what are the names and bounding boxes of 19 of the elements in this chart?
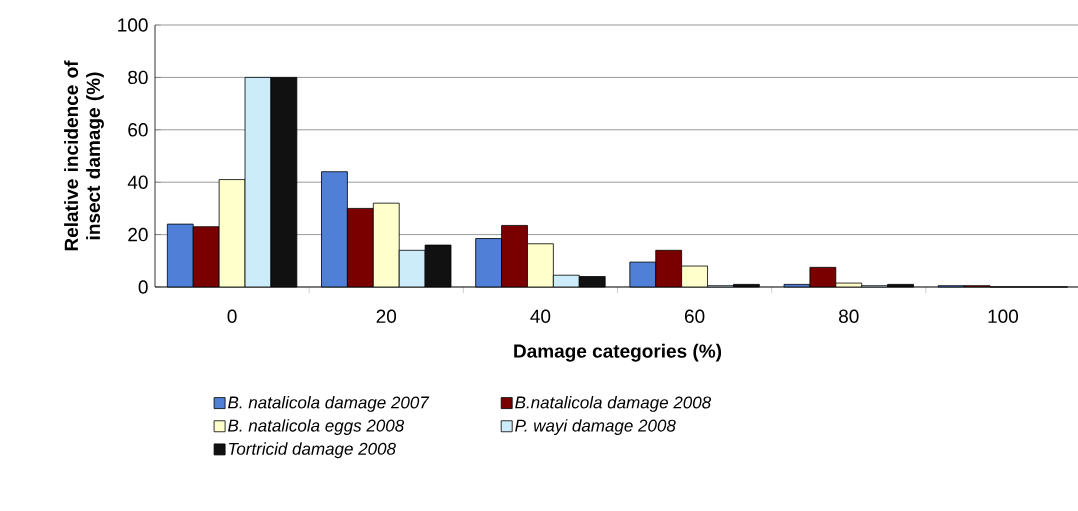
y-tick-label: 80 xyxy=(128,70,148,85)
y-tick-label: 20 xyxy=(128,227,148,242)
x-tick-label: 60 xyxy=(684,309,705,323)
x-axis-title: Damage categories (%) xyxy=(514,343,722,362)
y-tick-label: 60 xyxy=(128,123,148,137)
x-tick-label: 0 xyxy=(227,309,237,323)
x-tick-label: 80 xyxy=(839,309,859,323)
legend-label: B. natalicola eggs 2008 xyxy=(228,419,405,436)
y-tick-label: 40 xyxy=(127,175,148,189)
x-tick-label: 20 xyxy=(376,309,397,323)
y-tick-label: 0 xyxy=(138,280,148,294)
y-axis-title: Relative incidence of insect damage (%) xyxy=(64,60,104,251)
legend-label: B.natalicola damage 2008 xyxy=(515,396,712,412)
x-tick-label: 100 xyxy=(988,309,1019,323)
legend-label: Tortricid damage 2008 xyxy=(229,442,396,459)
y-tick-label: 100 xyxy=(118,18,148,32)
legend-label: B. natalicola damage 2007 xyxy=(228,396,430,412)
legend-label: P. wayi damage 2008 xyxy=(515,419,676,436)
x-tick-label: 40 xyxy=(530,309,551,323)
